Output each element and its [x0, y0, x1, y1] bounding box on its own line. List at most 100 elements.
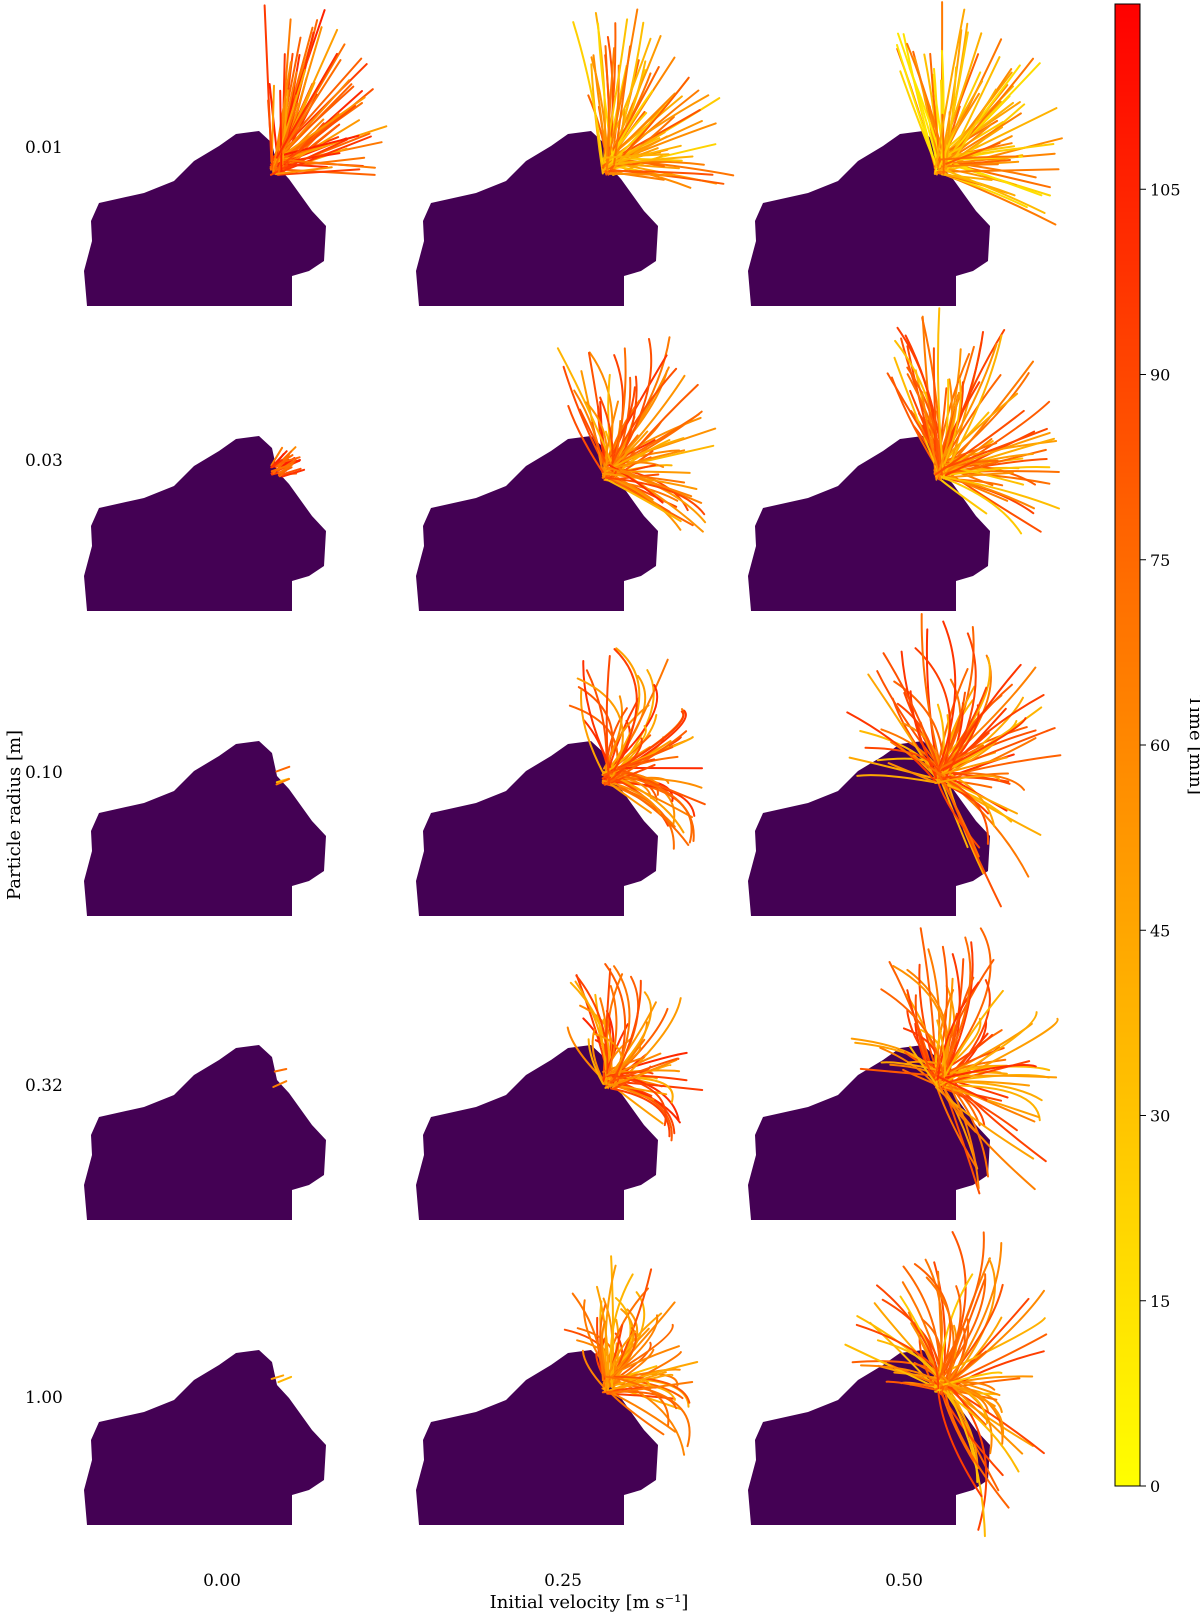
- trajectory-line: [585, 401, 608, 478]
- trajectory-line: [603, 737, 643, 786]
- column-label-2: 0.50: [885, 1571, 923, 1591]
- trajectory-line: [610, 669, 655, 779]
- trajectory-line: [602, 746, 674, 777]
- trajectory-line: [281, 89, 289, 166]
- trajectory-line: [934, 1081, 978, 1169]
- trajectory-line: [934, 126, 1004, 175]
- trajectory-line: [944, 1084, 1041, 1122]
- row-label-0: 0.01: [25, 138, 63, 158]
- colorbar-tick-label: 60: [1150, 736, 1170, 755]
- trajectory-line: [275, 765, 291, 773]
- trajectory-line: [934, 8, 966, 168]
- asteroid-body: [84, 1350, 326, 1525]
- trajectory-line: [944, 1064, 1037, 1079]
- asteroid-body: [84, 1045, 326, 1220]
- panel-r0.01-v0.00: [84, 4, 388, 306]
- trajectory-line: [605, 655, 611, 786]
- trajectory-line: [936, 1379, 1045, 1455]
- trajectory-line: [608, 172, 673, 177]
- column-label-1: 0.25: [544, 1571, 582, 1591]
- trajectory-line: [943, 120, 978, 175]
- trajectory-line: [921, 391, 942, 481]
- trajectory-line: [270, 446, 284, 467]
- panel-r0.03-v0.25: [416, 336, 717, 611]
- trajectory-line: [943, 1077, 989, 1178]
- colorbar-tick-label: 15: [1150, 1292, 1170, 1311]
- trajectory-line: [567, 405, 608, 479]
- trajectory-line: [882, 652, 944, 780]
- trajectory-line: [936, 307, 944, 469]
- trajectory-line: [606, 1073, 667, 1127]
- trajectory-line: [935, 155, 1019, 161]
- trajectory-line: [604, 1264, 617, 1389]
- trajectory-line: [571, 1292, 604, 1382]
- trajectory-line: [935, 656, 991, 770]
- y-axis-label: Particle radius [m]: [4, 730, 25, 900]
- trajectory-line: [610, 1373, 674, 1393]
- trajectory-line: [942, 448, 1047, 477]
- trajectory-line: [604, 465, 693, 498]
- trajectory-line: [941, 1084, 1036, 1191]
- trajectory-line: [602, 968, 612, 1082]
- trajectory-line: [941, 936, 972, 1073]
- trajectory-line: [277, 79, 351, 160]
- trajectory-line: [867, 673, 940, 785]
- trajectory-line: [941, 1087, 986, 1127]
- trajectory-line: [943, 1074, 980, 1190]
- trajectory-line: [610, 1057, 680, 1083]
- trajectory-line: [275, 52, 338, 159]
- trajectory-line: [610, 430, 649, 470]
- trajectory-line: [938, 1285, 962, 1379]
- panel-grid: [84, 1, 1063, 1538]
- trajectory-line: [920, 613, 942, 769]
- trajectory-line: [910, 1322, 942, 1380]
- trajectory-line: [944, 334, 1003, 473]
- trajectory-line: [601, 725, 647, 776]
- trajectory-line: [939, 431, 1051, 472]
- trajectory-line: [942, 632, 977, 784]
- trajectory-line: [281, 456, 301, 464]
- column-label-0: 0.00: [203, 1571, 241, 1591]
- panel-r1.00-v0.00: [84, 1350, 326, 1525]
- trajectory-line: [945, 142, 1001, 165]
- trajectory-line: [277, 168, 361, 176]
- trajectory-line: [906, 42, 946, 162]
- trajectory-line: [936, 1019, 947, 1077]
- colorbar-label: Time [min]: [1185, 695, 1200, 795]
- trajectory-line: [941, 1375, 1024, 1455]
- trajectory-line: [945, 1257, 996, 1390]
- trajectory-line: [610, 89, 654, 158]
- trajectory-line: [273, 102, 299, 170]
- trajectory-line: [272, 1080, 288, 1088]
- trajectory-line: [607, 449, 686, 471]
- trajectory-line: [275, 778, 291, 786]
- trajectory-line: [941, 663, 1022, 783]
- trajectory-line: [273, 1068, 288, 1073]
- trajectory-line: [936, 779, 981, 849]
- trajectory-line: [942, 1381, 986, 1538]
- trajectory-line: [906, 366, 942, 468]
- trajectory-line: [602, 472, 698, 490]
- trajectory-line: [610, 1087, 671, 1138]
- trajectory-line: [944, 1289, 1045, 1388]
- trajectory-line: [613, 45, 632, 165]
- trajectory-line: [605, 47, 616, 170]
- trajectory-line: [935, 163, 999, 168]
- trajectory-line: [609, 1273, 634, 1387]
- colorbar-tick-label: 75: [1150, 551, 1170, 570]
- trajectory-line: [602, 131, 666, 172]
- trajectory-line: [939, 1283, 1004, 1390]
- trajectory-line: [602, 1314, 659, 1384]
- trajectory-line: [608, 782, 652, 814]
- row-label-2: 0.10: [25, 763, 63, 783]
- trajectory-line: [607, 985, 618, 1073]
- panel-r0.10-v0.25: [416, 647, 706, 916]
- trajectory-line: [607, 1080, 704, 1091]
- trajectory-line: [942, 427, 1048, 470]
- panel-r0.32-v0.25: [416, 963, 704, 1220]
- trajectory-line: [609, 171, 665, 181]
- panel-r1.00-v0.25: [416, 1255, 699, 1525]
- trajectory-line: [934, 774, 1001, 784]
- trajectory-line: [604, 1330, 637, 1392]
- trajectory-line: [582, 660, 614, 773]
